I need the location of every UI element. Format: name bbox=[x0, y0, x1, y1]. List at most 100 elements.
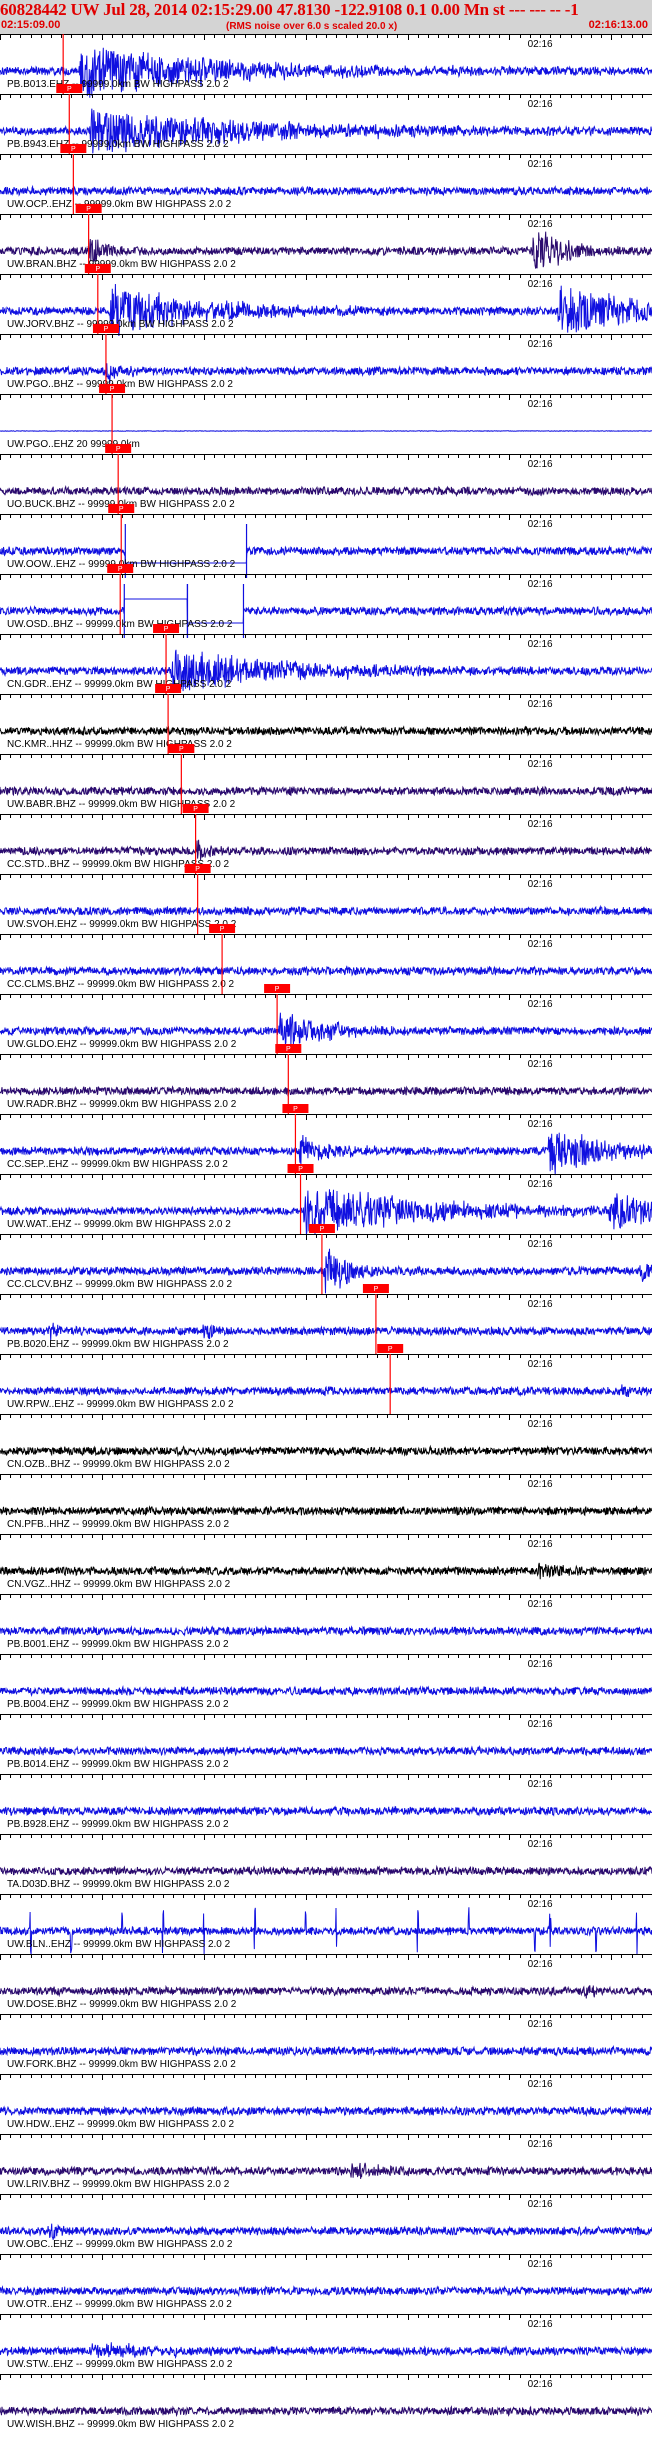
trace-time-ticks bbox=[0, 2074, 652, 2080]
waveform bbox=[0, 2223, 652, 2240]
trace-time-ticks bbox=[0, 634, 652, 640]
station-label: UW.SVOH.EHZ -- 99999.0km BW HIGHPASS 2.0… bbox=[7, 919, 237, 930]
station-label: UW.BLN..EHZ -- 99999.0km BW HIGHPASS 2.0… bbox=[7, 1939, 231, 1950]
station-label: UW.WAT..EHZ -- 99999.0km BW HIGHPASS 2.0… bbox=[7, 1219, 231, 1230]
minute-label: 02:16 bbox=[528, 2199, 553, 2210]
waveform bbox=[0, 363, 652, 383]
trace-24: 02:16 CN.OZB..BHZ -- 99999.0km BW HIGHPAS… bbox=[0, 1414, 652, 1470]
minute-label: 02:16 bbox=[528, 699, 553, 710]
trace-time-ticks bbox=[0, 1714, 652, 1720]
pick-box bbox=[75, 204, 102, 213]
trace-2: 02:16 PB.B943.EHZ -- 99999.0km BW HIGHPAS… bbox=[0, 84, 652, 154]
pick-box bbox=[282, 1104, 309, 1113]
station-label: CN.OZB..BHZ -- 99999.0km BW HIGHPASS 2.0… bbox=[7, 1459, 230, 1470]
trace-13: 02:16 UW.BABR.BHZ -- 99999.0km BW HIGHPAS… bbox=[0, 744, 652, 814]
station-label: PB.B928.EHZ -- 99999.0km BW HIGHPASS 2.0… bbox=[7, 1819, 229, 1830]
station-label: CN.VGZ..HHZ -- 99999.0km BW HIGHPASS 2.0… bbox=[7, 1579, 231, 1590]
waveform bbox=[0, 1444, 652, 1458]
pick-label: P bbox=[286, 1046, 291, 1053]
trace-time-ticks bbox=[0, 814, 652, 820]
station-label: CC.SEP..EHZ -- 99999.0km BW HIGHPASS 2.0… bbox=[7, 1159, 228, 1170]
trace-time-ticks bbox=[0, 334, 652, 340]
trace-20: 02:16 UW.WAT..EHZ -- 99999.0km BW HIGHPAS… bbox=[0, 1164, 652, 1235]
trace-1: 02:16 PB.B013.EHZ -- 99999.0km BW HIGHPAS… bbox=[0, 34, 652, 98]
pick-label: P bbox=[220, 926, 225, 933]
trace-time-ticks bbox=[0, 2014, 652, 2020]
station-label: PB.B943.EHZ -- 99999.0km BW HIGHPASS 2.0… bbox=[7, 139, 229, 150]
trace-time-ticks bbox=[0, 1894, 652, 1900]
trace-time-ticks bbox=[0, 934, 652, 940]
minute-label: 02:16 bbox=[528, 159, 553, 170]
trace-time-ticks bbox=[0, 1594, 652, 1600]
pick-label: P bbox=[293, 1106, 298, 1113]
pick-box bbox=[60, 144, 87, 153]
minute-label: 02:16 bbox=[528, 279, 553, 290]
minute-label: 02:16 bbox=[528, 1299, 553, 1310]
minute-label: 02:16 bbox=[528, 1599, 553, 1610]
station-label: TA.D03D.BHZ -- 99999.0km BW HIGHPASS 2.0… bbox=[7, 1879, 230, 1890]
trace-time-ticks bbox=[0, 2314, 652, 2320]
pick-box bbox=[287, 1164, 314, 1173]
minute-label: 02:16 bbox=[528, 2379, 553, 2390]
station-label: UW.RPW..EHZ -- 99999.0km BW HIGHPASS 2.0… bbox=[7, 1399, 234, 1410]
trace-time-ticks bbox=[0, 94, 652, 100]
trace-4: 02:16 UW.BRAN.BHZ -- 99999.0km BW HIGHPAS… bbox=[0, 204, 652, 274]
trace-time-ticks bbox=[0, 514, 652, 520]
station-label: PB.B020.EHZ -- 99999.0km BW HIGHPASS 2.0… bbox=[7, 1339, 229, 1350]
pick-box bbox=[377, 1344, 404, 1353]
waveform bbox=[0, 2285, 652, 2297]
station-label: CC.CLCV.BHZ -- 99999.0km BW HIGHPASS 2.0… bbox=[7, 1279, 233, 1290]
waveform bbox=[0, 965, 652, 977]
pick-box bbox=[264, 984, 291, 993]
pick-box bbox=[107, 564, 134, 573]
pick-label: P bbox=[179, 746, 184, 753]
waveform bbox=[0, 1864, 652, 1877]
trace-34: 02:16 UW.FORK.BHZ -- 99999.0km BW HIGHPAS… bbox=[0, 2014, 652, 2070]
trace-time-ticks bbox=[0, 2194, 652, 2200]
station-label: UW.GLDO.EHZ -- 99999.0km BW HIGHPASS 2.0… bbox=[7, 1039, 237, 1050]
trace-31: 02:16 TA.D03D.BHZ -- 99999.0km BW HIGHPAS… bbox=[0, 1834, 652, 1890]
trace-21: 02:16 CC.CLCV.BHZ -- 99999.0km BW HIGHPAS… bbox=[0, 1224, 652, 1294]
minute-label: 02:16 bbox=[528, 1659, 553, 1670]
minute-label: 02:16 bbox=[528, 1539, 553, 1550]
waveform bbox=[0, 47, 652, 98]
pick-box bbox=[209, 924, 236, 933]
minute-label: 02:16 bbox=[528, 399, 553, 410]
trace-5: 02:16 UW.JORV.BHZ -- 99999.0km BW HIGHPAS… bbox=[0, 264, 652, 336]
trace-25: 02:16 CN.PFB..HHZ -- 99999.0km BW HIGHPAS… bbox=[0, 1474, 652, 1530]
minute-label: 02:16 bbox=[528, 819, 553, 830]
waveform bbox=[0, 1384, 652, 1398]
station-label: UW.DOSE.BHZ -- 99999.0km BW HIGHPASS 2.0… bbox=[7, 1999, 237, 2010]
trace-time-ticks bbox=[0, 2254, 652, 2260]
minute-label: 02:16 bbox=[528, 99, 553, 110]
trace-22: 02:16 PB.B020.EHZ -- 99999.0km BW HIGHPAS… bbox=[0, 1284, 652, 1354]
pick-label: P bbox=[118, 566, 123, 573]
minute-label: 02:16 bbox=[528, 1719, 553, 1730]
minute-label: 02:16 bbox=[528, 2019, 553, 2030]
station-label: UW.FORK.BHZ -- 99999.0km BW HIGHPASS 2.0… bbox=[7, 2059, 236, 2070]
pick-label: P bbox=[71, 146, 76, 153]
station-label: CN.PFB..HHZ -- 99999.0km BW HIGHPASS 2.0… bbox=[7, 1519, 230, 1530]
waveform bbox=[0, 1625, 652, 1637]
minute-label: 02:16 bbox=[528, 759, 553, 770]
pick-label: P bbox=[374, 1286, 379, 1293]
trace-16: 02:16 CC.CLMS.BHZ -- 99999.0km BW HIGHPAS… bbox=[0, 924, 652, 994]
trace-time-ticks bbox=[0, 154, 652, 160]
trace-time-ticks bbox=[0, 874, 652, 880]
trace-time-ticks bbox=[0, 994, 652, 1000]
trace-27: 02:16 PB.B001.EHZ -- 99999.0km BW HIGHPAS… bbox=[0, 1594, 652, 1650]
trace-time-ticks bbox=[0, 1954, 652, 1960]
waveform bbox=[0, 545, 652, 564]
header-bar: 60828442 UW Jul 28, 2014 02:15:29.00 47.… bbox=[0, 0, 652, 34]
station-label: UW.PGO..EHZ 20 99999.0km bbox=[7, 439, 140, 450]
trace-time-ticks bbox=[0, 694, 652, 700]
trace-36: 02:16 UW.LRIV.BHZ -- 99999.0km BW HIGHPAS… bbox=[0, 2134, 652, 2190]
trace-time-ticks bbox=[0, 1414, 652, 1420]
minute-label: 02:16 bbox=[528, 879, 553, 890]
minute-label: 02:16 bbox=[528, 1839, 553, 1850]
waveform bbox=[0, 184, 652, 197]
waveform bbox=[0, 108, 652, 154]
trace-40: 02:16 UW.WISH.BHZ -- 99999.0km BW HIGHPAS… bbox=[0, 2374, 652, 2430]
waveform bbox=[0, 904, 652, 917]
end-time: 02:16:13.00 bbox=[588, 19, 648, 31]
